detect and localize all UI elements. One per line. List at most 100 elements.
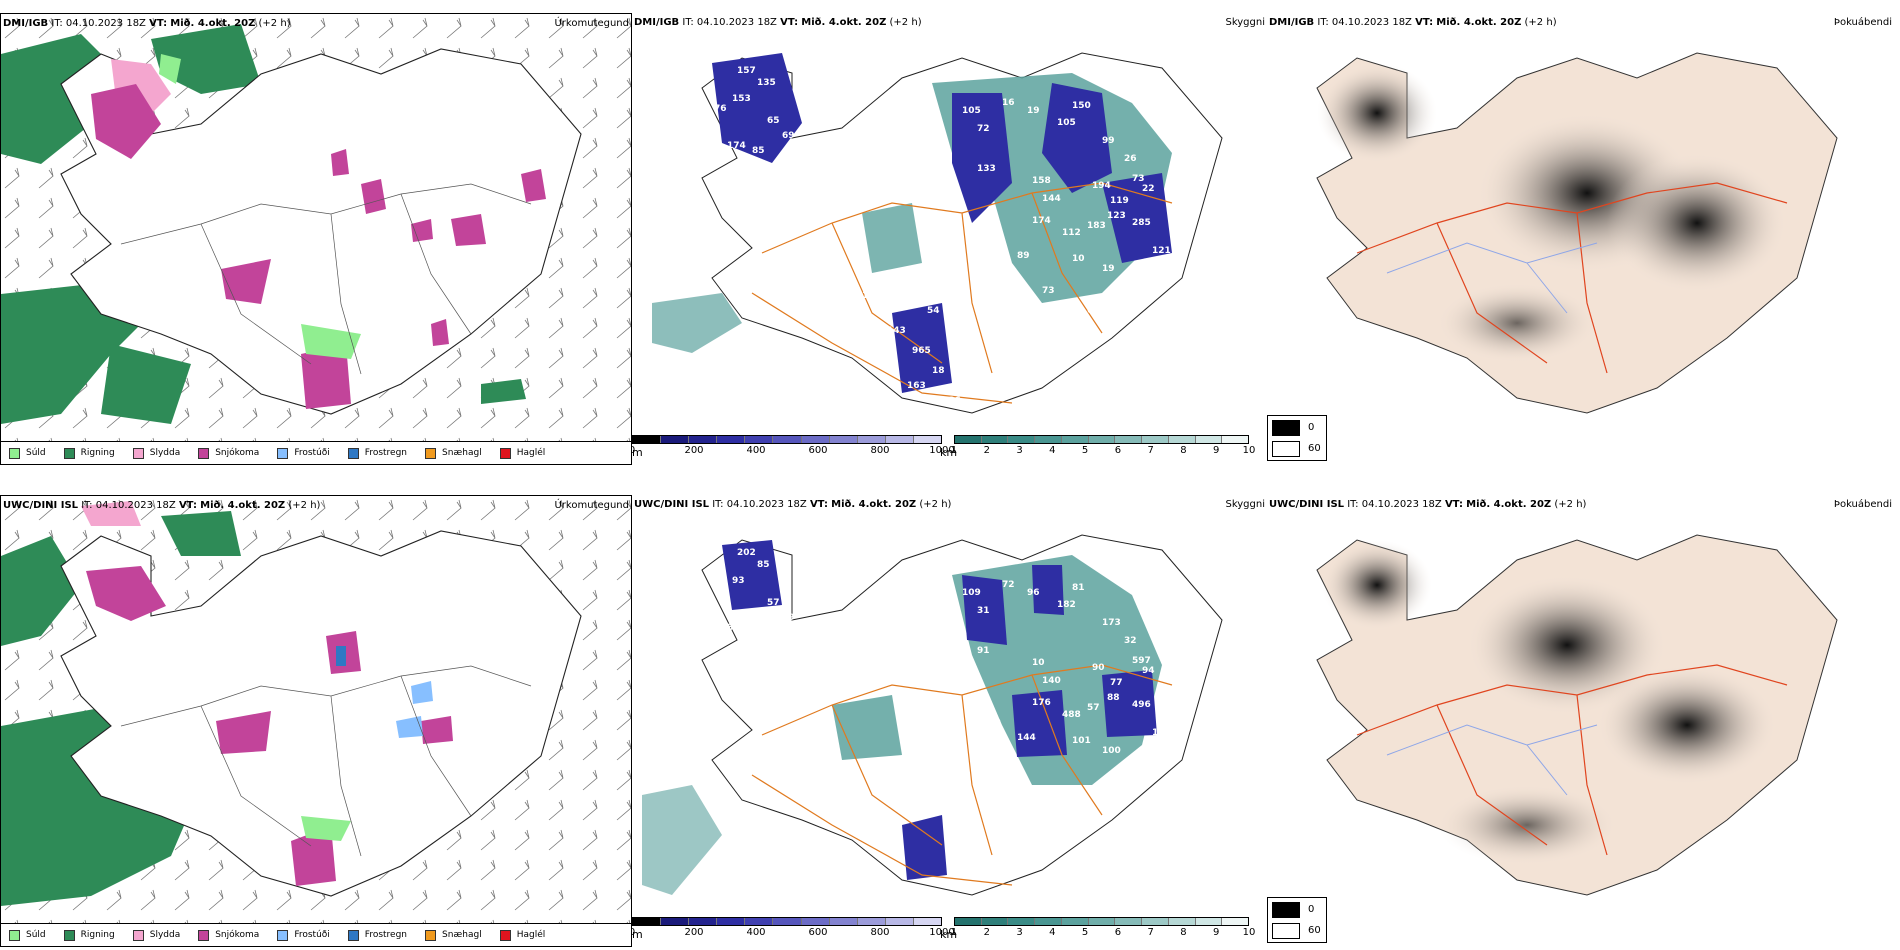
colorbar-swatch	[1061, 436, 1089, 443]
cloud-base-label: 173	[1102, 618, 1121, 628]
colorbar-swatch	[1035, 918, 1062, 925]
cloud-base-label: 73	[1042, 286, 1055, 296]
colorbar-tick: 600	[808, 445, 828, 456]
cloud-base-label: 488	[1062, 710, 1081, 720]
fog-swatch	[1272, 419, 1300, 436]
ceiling-colorbar: 0 200 400 600 800 1000	[632, 917, 955, 938]
panel-title: Úrkomutegund	[554, 18, 629, 29]
cloud-base-label: 57	[767, 598, 780, 608]
colorbar-tick: 3	[1016, 927, 1023, 938]
visibility-ticks: 1 2 3 4 5 6 7 8 9 10	[950, 926, 1256, 938]
cloud-base-label: 82	[752, 628, 765, 638]
cloud-base-label: 285	[1132, 218, 1151, 228]
cloud-base-label: 100	[1102, 746, 1121, 756]
colorbar-swatch	[801, 918, 830, 925]
panel-title: Skyggni	[1225, 499, 1265, 510]
colorbar-tick: 1	[950, 927, 958, 938]
visibility-unit: km	[940, 446, 958, 459]
visibility-swatches	[954, 917, 1249, 926]
cloud-base-label: 202	[737, 548, 756, 558]
ceiling-unit: m	[632, 446, 643, 459]
colorbar-tick: 400	[746, 927, 766, 938]
cloud-base-label: 95	[857, 136, 870, 146]
cloud-base-label: 195	[1152, 728, 1171, 738]
colorbar-swatch	[661, 918, 690, 925]
fog-area	[1607, 153, 1787, 293]
ceiling-swatches	[632, 435, 942, 444]
cloud-base-label: 182	[1057, 600, 1076, 610]
cloud-base-label: 67	[1087, 306, 1100, 316]
visibility-unit: km	[940, 928, 958, 941]
legend-item: Haglél	[499, 929, 545, 941]
river-network	[1386, 242, 1598, 314]
precip-legend: Súld Rigning Slydda Snjókoma Frostúði Fr…	[1, 923, 631, 946]
cloud-base-label: 96	[1027, 588, 1040, 598]
colorbar-tick: 6	[1114, 445, 1122, 456]
run-header: DMI/IGB IT: 04.10.2023 18Z VT: Mið. 4.ok…	[634, 17, 922, 28]
cloud-base-label: 140	[1042, 676, 1061, 686]
colorbar-swatch	[773, 436, 802, 443]
ceiling-colorbar: 0 200 400 600 800 1000	[632, 435, 955, 456]
cloud-base-label: 93	[732, 576, 745, 586]
cloud-base-label: 16	[1002, 98, 1015, 108]
cloud-base-label: 597	[1132, 656, 1151, 666]
colorbar-swatch	[981, 436, 1009, 443]
cloud-base-label: 496	[1132, 700, 1151, 710]
cloud-base-label: 65	[767, 116, 780, 126]
cloud-base-label: 112	[1062, 228, 1081, 238]
legend-swatch	[9, 929, 20, 941]
cloud-base-label: 91	[977, 646, 990, 656]
cloud-base-label: 88	[1107, 693, 1120, 703]
legend-swatch	[425, 447, 437, 459]
cloud-base-label: 85	[757, 560, 770, 570]
colorbar-tick: 9	[1213, 927, 1220, 938]
ceiling-area	[1102, 173, 1172, 263]
cloud-base-label: 79	[782, 613, 795, 623]
cloud-base-label: 965	[912, 346, 931, 356]
fog-legend: 0 60	[1267, 415, 1327, 461]
cloud-base-label: 65	[772, 656, 785, 666]
cloud-base-label: 113	[1062, 326, 1081, 336]
cloud-base-label: 183	[1087, 221, 1106, 231]
fog-legend-item: 60	[1272, 921, 1322, 940]
legend-swatch	[63, 929, 75, 941]
fog-panel-row2: UWC/DINI ISL IT: 04.10.2023 18Z VT: Mið.…	[1267, 495, 1900, 947]
colorbar-tick: 600	[808, 927, 828, 938]
cloud-base-label: 143	[887, 326, 906, 336]
rain-area	[151, 24, 261, 94]
cloud-base-label: 77	[1110, 678, 1123, 688]
cloud-base-label: 72	[977, 124, 990, 134]
colorbar-tick: 5	[1081, 927, 1089, 938]
precip-map	[1, 14, 631, 444]
precip-map	[1, 496, 631, 926]
snow-area	[221, 259, 271, 304]
legend-swatch	[132, 447, 144, 459]
snow-area	[431, 319, 449, 346]
colorbar-swatch	[773, 918, 802, 925]
freezing-rain-area	[336, 646, 346, 666]
cloud-base-label: 105	[1057, 118, 1076, 128]
colorbar-tick: 800	[870, 445, 890, 456]
snow-area	[331, 149, 349, 176]
ceiling-area	[722, 540, 782, 610]
colorbar-swatch	[689, 918, 718, 925]
colorbar-swatch	[1008, 436, 1036, 443]
colorbar-swatch	[1222, 918, 1249, 925]
fog-area	[1467, 575, 1667, 715]
fog-area	[1597, 665, 1777, 785]
snow-area	[451, 214, 486, 246]
river-network	[1386, 724, 1598, 796]
cloud-base-label: 121	[1152, 246, 1171, 256]
snow-area	[91, 84, 161, 159]
ceiling-ticks: 0 200 400 600 800 1000	[632, 444, 955, 456]
precip-legend: Súld Rigning Slydda Snjókoma Frostúði Fr…	[1, 441, 631, 464]
colorbar-tick: 9	[1213, 445, 1220, 456]
cloud-base-label: 99	[1102, 136, 1115, 146]
legend-swatch	[277, 929, 289, 941]
legend-item: Frostúði	[277, 929, 330, 941]
cloud-base-label: 165	[962, 356, 981, 366]
fog-legend-item: 60	[1272, 439, 1322, 458]
colorbar-swatch	[1035, 436, 1062, 443]
